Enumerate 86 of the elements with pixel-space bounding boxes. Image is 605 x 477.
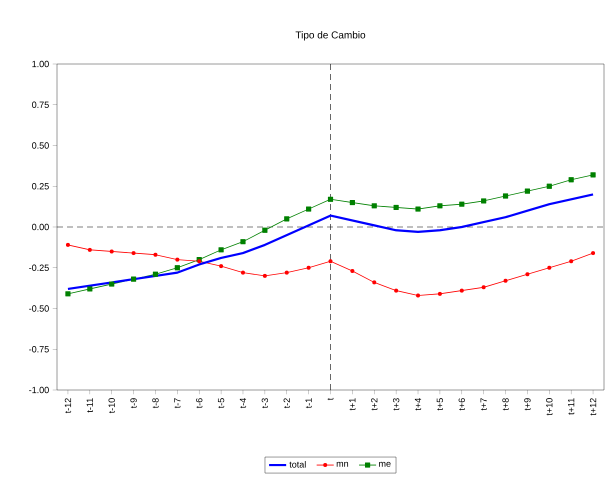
point xyxy=(152,272,158,277)
y-tick-label: 1.00 xyxy=(32,60,49,68)
point xyxy=(437,203,443,208)
x-tick-label: t+12 xyxy=(590,398,596,416)
x-tick-label: t-5 xyxy=(218,398,224,408)
y-tick-label: -0.75 xyxy=(29,346,49,352)
y-tick-label: 0.50 xyxy=(32,142,49,149)
x-tick-label: t-10 xyxy=(108,398,115,414)
point xyxy=(350,200,355,206)
x-tick-label: t-4 xyxy=(240,398,246,408)
point xyxy=(306,266,311,270)
x-tick-label: t+7 xyxy=(480,398,487,410)
point xyxy=(372,280,376,284)
point xyxy=(132,251,136,256)
point xyxy=(590,172,596,178)
point xyxy=(87,286,92,292)
legend-label: me xyxy=(379,462,391,467)
point xyxy=(262,228,268,233)
point xyxy=(174,265,180,270)
point xyxy=(306,206,312,212)
x-tick-label: t+1 xyxy=(349,398,356,410)
y-tick-label: 0.25 xyxy=(32,183,49,190)
x-tick-label: t-12 xyxy=(64,398,72,414)
x-tick-label: t-7 xyxy=(174,398,180,408)
y-tick-label: 0.75 xyxy=(32,102,49,108)
chart-title: Tipo de Cambio xyxy=(296,31,366,40)
point xyxy=(415,206,421,212)
point xyxy=(284,216,290,222)
point xyxy=(110,249,114,254)
point xyxy=(394,288,398,293)
y-tick-label: 0.00 xyxy=(32,224,49,230)
point xyxy=(372,203,377,208)
point xyxy=(459,202,464,207)
x-tick-label: t-3 xyxy=(262,398,268,408)
x-tick-label: t+10 xyxy=(546,398,552,416)
x-tick-label: t+11 xyxy=(568,398,574,415)
point xyxy=(591,251,596,256)
x-tick-label: t-8 xyxy=(152,398,159,408)
legend-label: total xyxy=(289,461,306,468)
x-tick-label: t-6 xyxy=(196,398,202,408)
point xyxy=(240,239,246,244)
point xyxy=(109,281,114,287)
x-tick-label: t+8 xyxy=(502,398,509,410)
x-tick-label: t-9 xyxy=(130,398,137,408)
point xyxy=(350,269,354,274)
point xyxy=(546,184,552,189)
point xyxy=(175,258,180,262)
point xyxy=(219,264,224,268)
x-tick-label: t+3 xyxy=(392,398,400,410)
point xyxy=(460,288,464,293)
x-tick-label: t-1 xyxy=(305,398,312,408)
point xyxy=(481,198,486,204)
point xyxy=(416,293,420,298)
point xyxy=(262,274,267,278)
point xyxy=(88,248,92,252)
point xyxy=(524,188,530,194)
x-tick-label: t xyxy=(328,398,334,400)
point xyxy=(153,252,158,257)
point xyxy=(525,272,530,276)
x-tick-label: t+5 xyxy=(436,398,444,410)
x-tick-label: t-11 xyxy=(86,398,93,412)
point xyxy=(502,193,508,199)
point xyxy=(394,204,399,210)
point xyxy=(568,177,574,182)
point xyxy=(504,278,508,283)
point xyxy=(569,259,574,264)
x-tick-label: t-2 xyxy=(284,398,290,408)
x-tick-label: t+9 xyxy=(524,398,531,410)
x-tick-label: t+6 xyxy=(458,398,465,410)
point xyxy=(438,292,442,296)
point xyxy=(328,259,333,264)
y-tick-label: -0.25 xyxy=(29,264,49,271)
point xyxy=(328,196,334,202)
y-tick-label: -0.50 xyxy=(29,305,49,312)
point xyxy=(130,276,136,282)
point xyxy=(65,291,71,296)
point xyxy=(66,242,70,247)
point xyxy=(482,285,486,290)
x-tick-label: t+4 xyxy=(414,398,422,410)
point xyxy=(547,266,552,270)
legend-label: mn xyxy=(336,462,348,467)
point xyxy=(218,247,224,252)
point xyxy=(284,270,289,275)
x-tick-label: t+2 xyxy=(371,398,378,410)
y-tick-label: -1.00 xyxy=(29,386,49,394)
point xyxy=(240,270,245,275)
